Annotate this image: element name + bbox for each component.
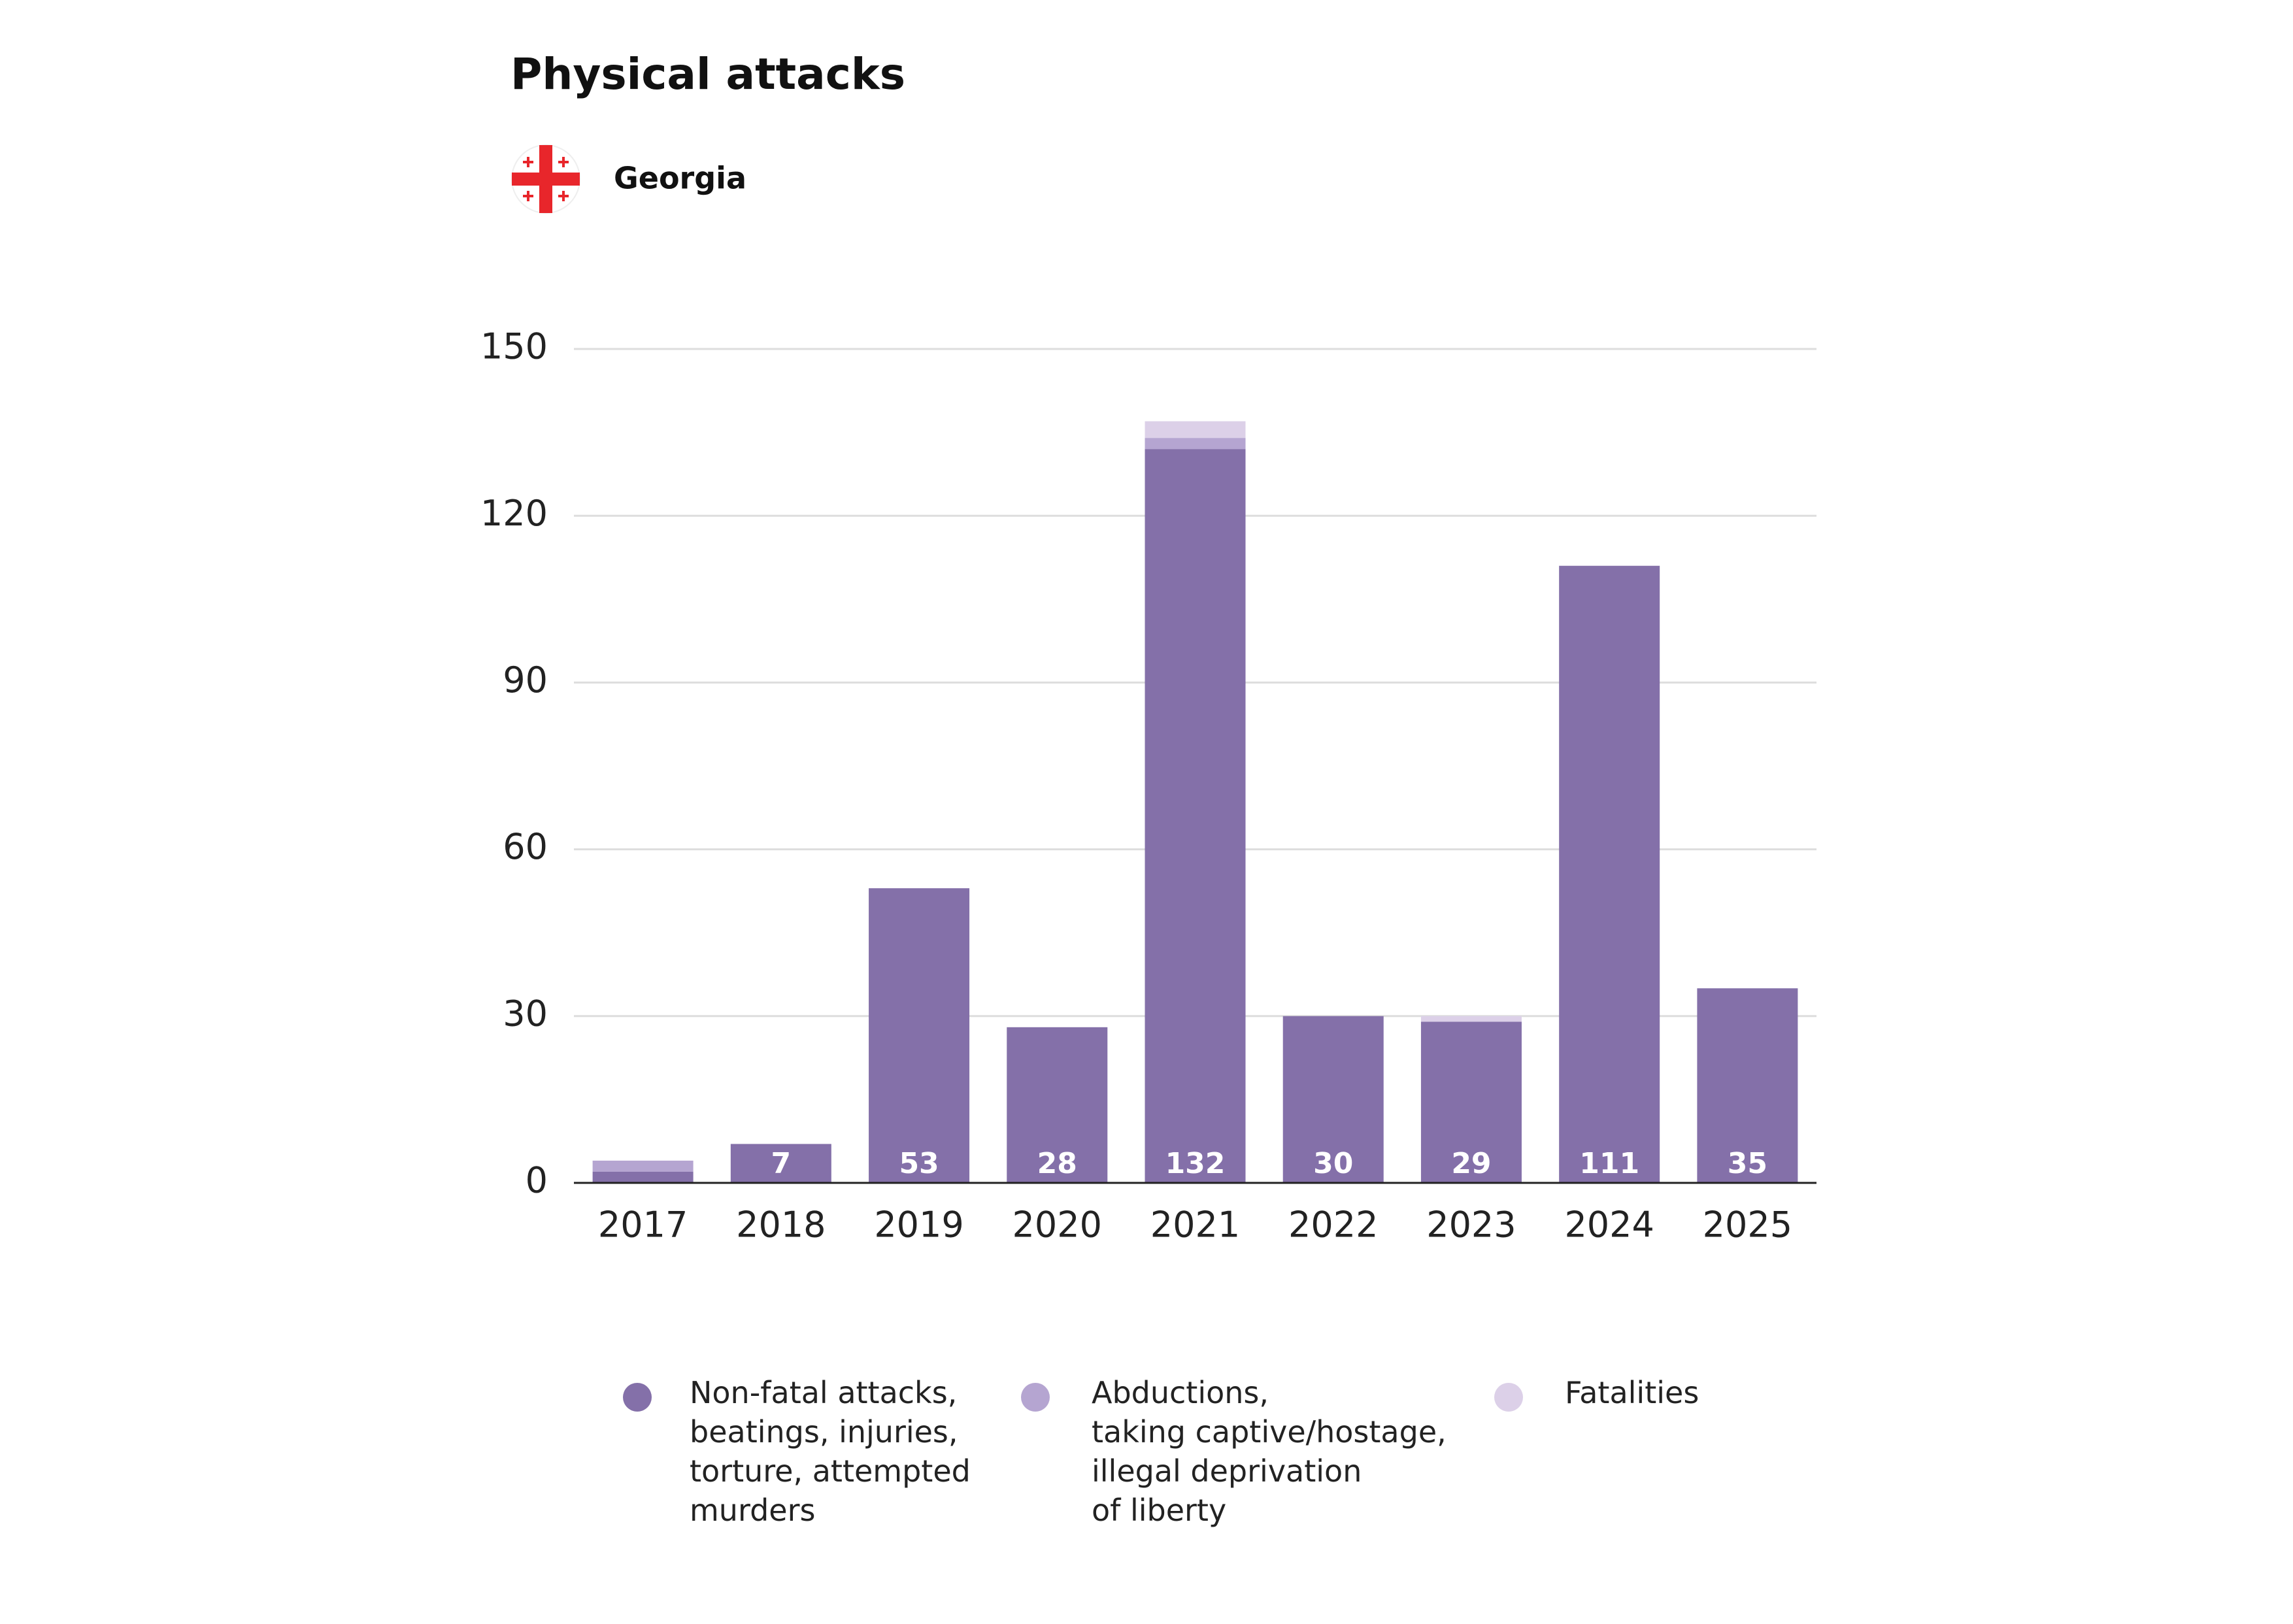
- bar-segment: [1420, 1016, 1522, 1022]
- bar-segment: [1559, 565, 1660, 1183]
- data-label: 53: [899, 1147, 939, 1180]
- bar-segment: [1145, 421, 1246, 439]
- legend-label: Non-fatal attacks, beatings, injuries, tor…: [690, 1375, 971, 1528]
- bar-segment: [1697, 988, 1798, 1183]
- x-tick-label: 2020: [1013, 1204, 1102, 1246]
- legend-marker: [623, 1383, 652, 1412]
- data-label: 30: [1313, 1147, 1353, 1180]
- x-tick-label: 2024: [1564, 1204, 1654, 1246]
- bar-segment: [730, 1144, 831, 1183]
- y-tick-label: 0: [526, 1160, 548, 1201]
- legend-marker: [1021, 1383, 1050, 1412]
- data-label: 28: [1037, 1147, 1077, 1180]
- bar-segment: [592, 1171, 694, 1183]
- bar-segment: [1007, 1027, 1108, 1183]
- flag-icon: [511, 144, 580, 214]
- x-tick-label: 2017: [598, 1204, 688, 1246]
- x-tick-label: 2023: [1426, 1204, 1516, 1246]
- data-label: 111: [1579, 1147, 1639, 1180]
- subtitle: Georgia: [614, 161, 746, 196]
- data-label: 7: [771, 1147, 792, 1180]
- legend-label: Fatalities: [1565, 1375, 1699, 1410]
- y-tick-label: 60: [503, 826, 548, 867]
- y-tick-label: 30: [503, 993, 548, 1034]
- x-tick-label: 2018: [736, 1204, 826, 1246]
- bar-segment: [592, 1160, 694, 1172]
- legend-label: Abductions, taking captive/hostage, illega…: [1092, 1375, 1447, 1528]
- bar-segment: [1282, 1016, 1384, 1183]
- data-label: 29: [1451, 1147, 1491, 1180]
- y-tick-label: 120: [480, 493, 548, 534]
- y-tick-label: 90: [503, 659, 548, 701]
- y-tick-label: 150: [480, 326, 548, 367]
- chart-title: Physical attacks: [510, 49, 905, 99]
- x-tick-label: 2021: [1150, 1204, 1240, 1246]
- bar-segment: [1145, 449, 1246, 1183]
- bar-segment: [1420, 1021, 1522, 1183]
- data-label: 35: [1728, 1147, 1767, 1180]
- x-tick-label: 2025: [1703, 1204, 1792, 1246]
- bar-segment: [869, 888, 970, 1183]
- data-label: 132: [1165, 1147, 1226, 1180]
- x-tick-label: 2022: [1288, 1204, 1378, 1246]
- bar-segment: [1145, 438, 1246, 450]
- x-tick-label: 2019: [874, 1204, 963, 1246]
- legend-marker: [1494, 1383, 1523, 1412]
